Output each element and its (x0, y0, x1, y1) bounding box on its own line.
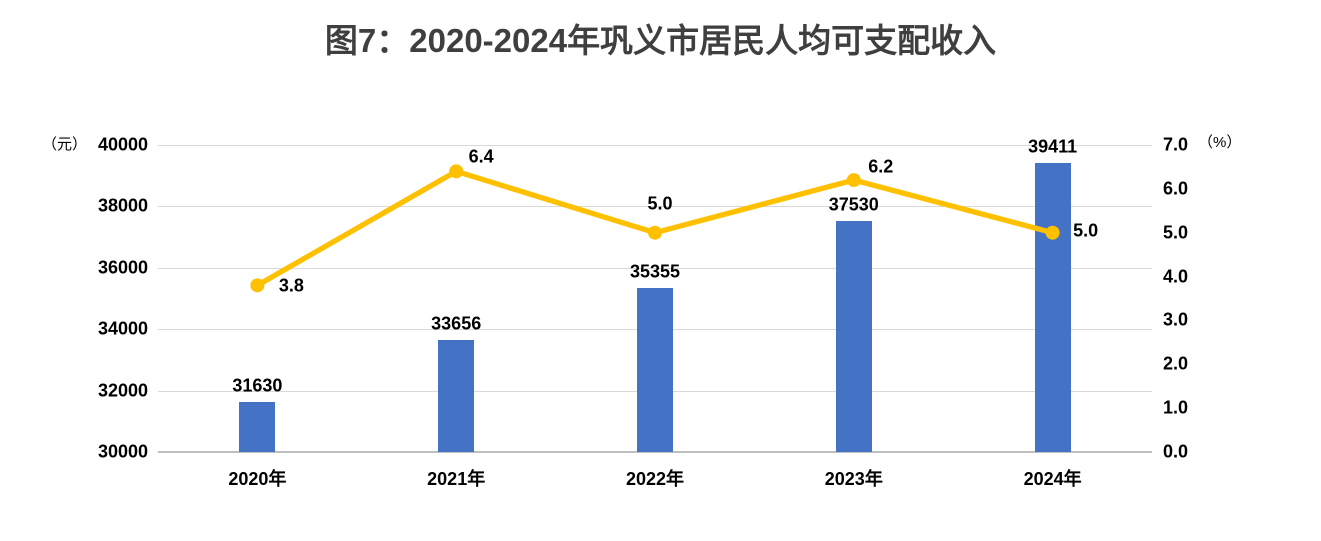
right-axis-tick: 2.0 (1163, 353, 1189, 374)
x-axis-category-label: 2020年 (228, 469, 287, 489)
line-value-label: 5.0 (647, 193, 673, 214)
x-axis-category-label: 2024年 (1023, 469, 1082, 489)
left-axis-tick: 34000 (97, 318, 148, 339)
left-axis-unit: （元） (42, 136, 88, 153)
bar (637, 287, 673, 452)
bar (438, 339, 475, 452)
line-series (250, 164, 1060, 293)
line-value-label: 3.8 (278, 275, 304, 296)
left-axis-tick: 36000 (97, 257, 148, 278)
line-marker (648, 225, 662, 240)
bar-value-label: 37530 (828, 194, 879, 215)
gridline (158, 206, 1152, 208)
bar-value-label: 31630 (232, 375, 283, 396)
x-axis-category-label: 2023年 (824, 469, 883, 489)
plot-area: 31630 33656 35355 37530 39411 3.8 6.4 5.0 6.2 5.0 (158, 137, 1152, 453)
gridline (158, 267, 1152, 269)
bar (239, 401, 276, 452)
right-axis-unit: （%） (1198, 134, 1242, 151)
line-marker (449, 164, 464, 179)
right-axis-tick: 3.0 (1163, 309, 1189, 330)
bar-value-label: 33656 (431, 313, 482, 334)
right-axis-tick: 0.0 (1163, 441, 1189, 462)
line-marker (250, 278, 265, 293)
bar-value-label: 39411 (1028, 136, 1078, 157)
chart-title: 图7：2020-2024年巩义市居民人均可支配收入 (324, 22, 997, 59)
left-axis-tick: 32000 (97, 380, 148, 401)
right-axis-tick: 6.0 (1163, 178, 1189, 199)
line-value-label: 5.0 (1073, 220, 1099, 241)
line-marker (1045, 225, 1060, 240)
right-axis-tick: 5.0 (1163, 222, 1189, 243)
x-axis-category-label: 2021年 (427, 469, 486, 489)
line-value-label: 6.4 (468, 146, 494, 167)
line-value-label: 6.2 (868, 156, 894, 177)
left-axis-tick: 30000 (97, 441, 148, 462)
left-axis-tick: 40000 (97, 134, 148, 155)
bar-value-label: 35355 (629, 261, 681, 282)
bar (835, 220, 872, 452)
right-axis-tick: 4.0 (1163, 266, 1189, 287)
x-axis-line (158, 451, 1152, 453)
gridline (158, 145, 1152, 146)
right-axis-tick: 7.0 (1163, 134, 1189, 155)
line-marker (846, 173, 861, 188)
x-axis-category-label: 2022年 (625, 469, 685, 489)
left-axis-tick: 38000 (97, 195, 148, 216)
bar (1034, 163, 1071, 452)
right-axis-tick: 1.0 (1163, 397, 1189, 418)
